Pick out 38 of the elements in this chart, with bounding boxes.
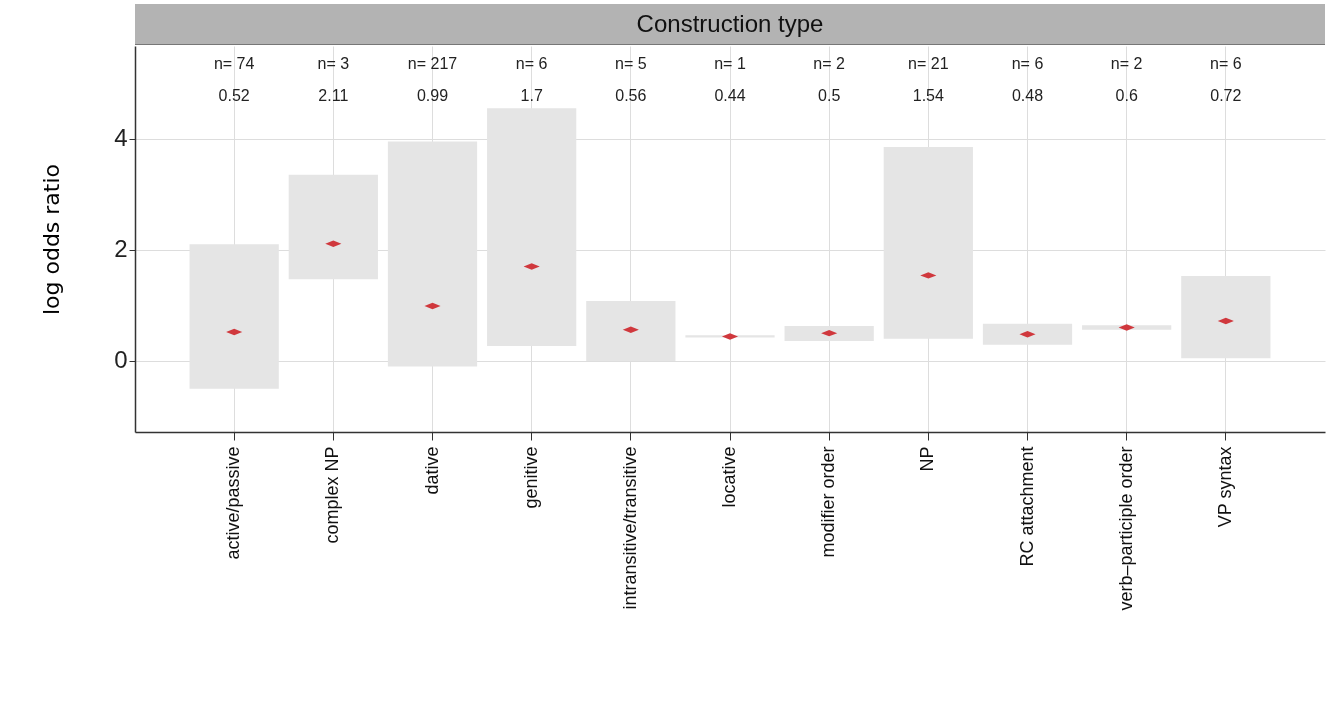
annotation: 1.7 bbox=[520, 87, 543, 104]
annotation: 0.44 bbox=[714, 87, 746, 104]
y-tick-label: 4 bbox=[114, 124, 128, 152]
annotation: 0.99 bbox=[416, 87, 449, 104]
annotation: 0.48 bbox=[1011, 87, 1044, 104]
x-tick-label: intransitive/transitive bbox=[619, 446, 640, 610]
annotation: 2.11 bbox=[318, 87, 349, 104]
annotation: 0.6 bbox=[1115, 87, 1138, 104]
x-tick-label: RC attachment bbox=[1016, 446, 1037, 567]
x-tick-label: dative bbox=[421, 446, 442, 495]
annotation: n= 3 bbox=[317, 55, 350, 72]
y-tick-label: 2 bbox=[114, 235, 128, 263]
x-tick-label: modifier order bbox=[818, 446, 839, 558]
annotation: n= 2 bbox=[813, 55, 846, 72]
annotation: 0.52 bbox=[218, 87, 250, 104]
x-tick-label: verb–participle order bbox=[1115, 446, 1136, 611]
x-tick-label: NP bbox=[917, 446, 938, 472]
x-tick-label: genitive bbox=[520, 446, 541, 509]
annotation: n= 21 bbox=[908, 55, 949, 72]
annotation: n= 6 bbox=[515, 55, 548, 72]
annotation: n= 6 bbox=[1011, 55, 1044, 72]
y-axis-title: log odds ratio bbox=[39, 163, 65, 316]
annotation: n= 1 bbox=[714, 55, 746, 72]
annotation: n= 74 bbox=[213, 55, 255, 72]
annotation: n= 5 bbox=[615, 55, 647, 72]
annotation: n= 217 bbox=[407, 55, 458, 72]
y-tick-label: 0 bbox=[114, 346, 128, 374]
x-tick-label: active/passive bbox=[223, 446, 244, 560]
x-tick-label: locative bbox=[719, 446, 739, 508]
chart-title: Construction type bbox=[135, 4, 1325, 45]
x-tick-label: VP syntax bbox=[1214, 446, 1235, 528]
annotation: 1.54 bbox=[912, 87, 945, 104]
annotation: 0.56 bbox=[615, 87, 647, 104]
x-tick-label: complex NP bbox=[322, 446, 343, 544]
annotation: n= 2 bbox=[1110, 55, 1143, 72]
annotation: 0.72 bbox=[1210, 87, 1242, 104]
annotation: 0.5 bbox=[818, 87, 841, 104]
annotation: n= 6 bbox=[1210, 55, 1242, 72]
